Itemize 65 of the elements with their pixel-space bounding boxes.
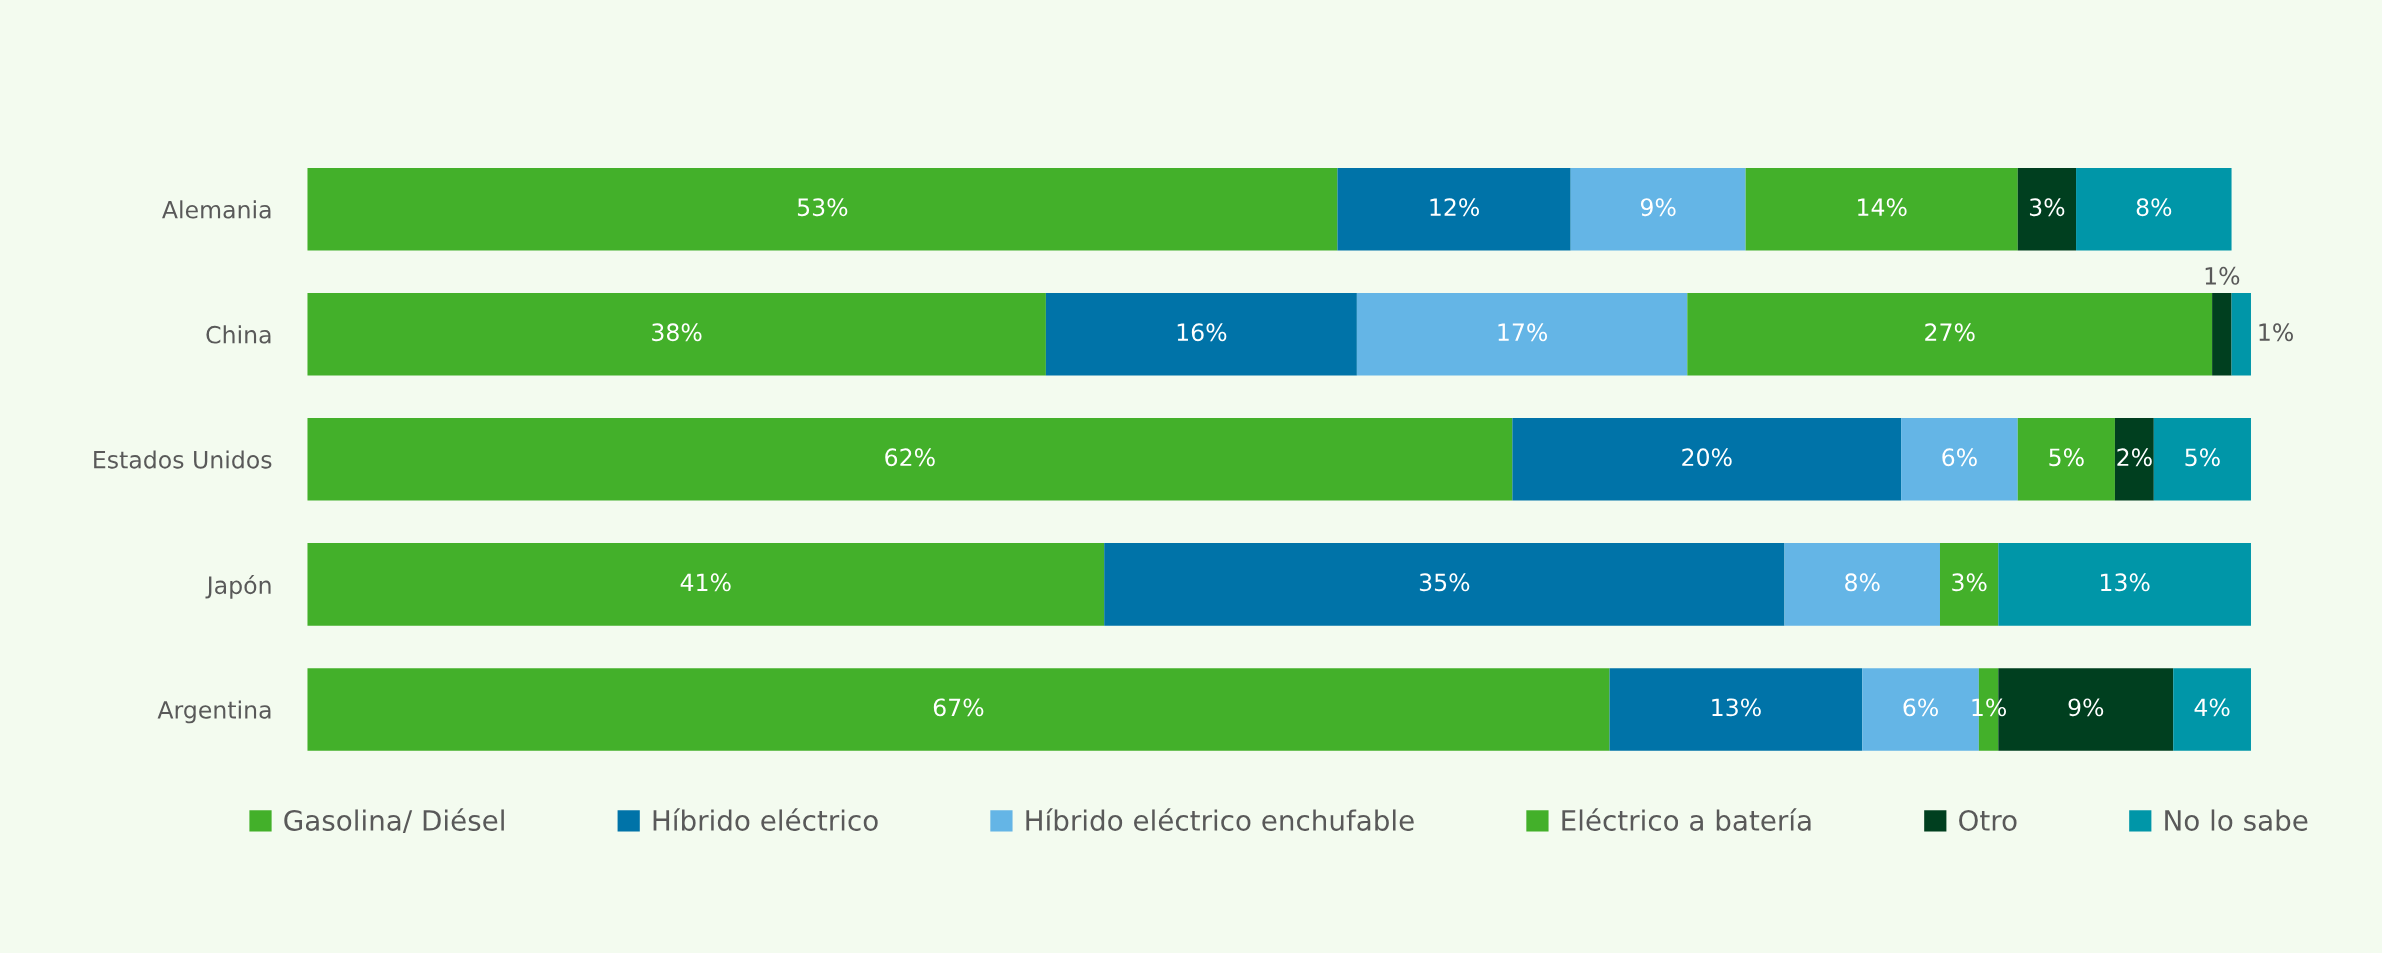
- legend-label: Otro: [1959, 809, 2017, 831]
- bar: [1570, 168, 1746, 251]
- data-label: 5%: [2185, 448, 2220, 467]
- bar: [1512, 418, 1902, 501]
- bar: [2076, 168, 2232, 251]
- bar: [1940, 543, 1999, 626]
- data-label: 41%: [680, 573, 731, 592]
- bar: [1045, 293, 1357, 376]
- legend-label: No lo sabe: [2165, 809, 2308, 831]
- data-label: 9%: [2068, 698, 2104, 717]
- bar: [1998, 543, 2251, 626]
- data-label: 12%: [1430, 198, 1479, 217]
- y-tick-label: Japón: [205, 574, 271, 599]
- data-label: 20%: [1682, 448, 1732, 467]
- data-label: 35%: [1419, 573, 1470, 592]
- y-tick-label: Alemania: [162, 200, 271, 219]
- data-label: 38%: [652, 323, 702, 342]
- bar: [2212, 293, 2232, 376]
- data-label: 9%: [1640, 198, 1676, 217]
- data-label: 27%: [1925, 323, 1975, 342]
- y-tick-label: China: [206, 325, 271, 344]
- legend-label: Híbrido eléctrico enchufable: [1026, 808, 1414, 831]
- data-label: 13%: [1712, 698, 1761, 717]
- data-label: 4%: [2194, 698, 2230, 717]
- legend-label: Híbrido eléctrico: [653, 808, 878, 831]
- bar: [307, 293, 1046, 376]
- data-label: 3%: [2029, 198, 2065, 217]
- data-label: 16%: [1177, 323, 1227, 342]
- data-label: 53%: [797, 198, 848, 217]
- data-label: 8%: [1845, 573, 1880, 592]
- y-tick-label: Estados Unidos: [94, 450, 272, 469]
- bar: [1337, 168, 1571, 251]
- bar: [307, 543, 1105, 626]
- bar: [307, 668, 1610, 751]
- bar: [1784, 543, 1940, 626]
- bar: [2173, 668, 2251, 751]
- bar: [2017, 418, 2115, 501]
- data-label: 1%: [2205, 266, 2240, 285]
- data-label: 3%: [1952, 573, 1987, 592]
- data-label: 5%: [2049, 448, 2084, 467]
- bar: [2231, 293, 2251, 376]
- bar: [1609, 668, 1863, 751]
- bar: [1356, 293, 1688, 376]
- bar: [1745, 168, 2018, 251]
- data-label: 13%: [2101, 573, 2150, 592]
- bar: [2153, 418, 2251, 501]
- bar: [307, 418, 1513, 501]
- bar: [1901, 418, 2018, 501]
- legend-label: Gasolina/ Diésel: [284, 808, 504, 834]
- bar: [307, 168, 1338, 251]
- data-label: 8%: [2136, 198, 2172, 217]
- bar: [1687, 293, 2213, 376]
- data-label: 67%: [933, 698, 984, 717]
- bar: [2017, 168, 2077, 251]
- bar: [1104, 543, 1785, 626]
- y-tick-label: Argentina: [157, 700, 271, 724]
- data-label: 14%: [1858, 198, 1907, 217]
- bar: [2114, 418, 2154, 501]
- data-label: 6%: [1903, 698, 1938, 717]
- data-label: 1%: [2259, 323, 2293, 342]
- data-label: 6%: [1942, 448, 1977, 467]
- data-label: 2%: [2117, 448, 2152, 467]
- data-label: 62%: [885, 448, 935, 467]
- legend-label: Eléctrico a batería: [1562, 808, 1811, 831]
- data-label: 17%: [1498, 323, 1548, 342]
